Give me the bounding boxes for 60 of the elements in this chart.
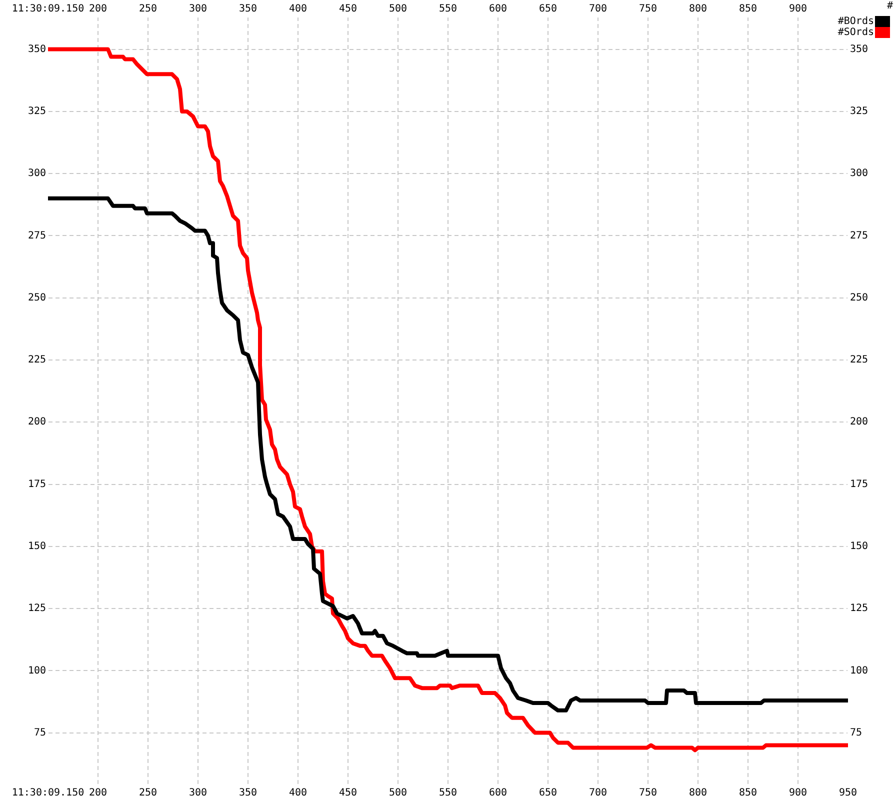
y2-tick-label: 125 <box>850 603 868 614</box>
x2-tick-label: 350 <box>238 4 258 15</box>
y2-tick-label: 275 <box>850 230 868 242</box>
x-tick-label: 200 <box>88 788 108 799</box>
x-tick-label: 400 <box>288 788 308 799</box>
x2-tick-label: 500 <box>388 4 408 15</box>
x-tick-label: 800 <box>688 788 708 799</box>
y2-tick-label: 300 <box>850 168 868 180</box>
x2-tick-label: 11:30:09.150 <box>12 4 84 15</box>
y2-tick-label: 75 <box>850 727 862 738</box>
x2-tick-label: 550 <box>438 4 458 15</box>
x-tick-label: 650 <box>538 788 558 799</box>
y-tick-label: 350 <box>28 44 46 55</box>
x2-tick-label: 700 <box>588 4 608 15</box>
y-tick-label: 100 <box>28 665 46 676</box>
x2-tick-label: 400 <box>288 4 308 15</box>
y-tick-label: 325 <box>28 106 46 118</box>
y2-tick-label: 250 <box>850 292 868 304</box>
y2-tick-label: 100 <box>850 665 868 676</box>
x-tick-label: 850 <box>738 788 758 799</box>
x-tick-label: 750 <box>638 788 658 799</box>
y-tick-label: 275 <box>28 230 46 242</box>
x-tick-label: 250 <box>138 788 158 799</box>
y2-tick-label: 150 <box>850 540 868 552</box>
x-tick-label: 550 <box>438 788 458 799</box>
x-tick-label: 600 <box>488 788 508 799</box>
x2-tick-label: 750 <box>638 4 658 15</box>
x2-tick-label: 300 <box>188 4 208 15</box>
x-tick-label: 350 <box>238 788 258 799</box>
y2-axis-title: # <box>886 0 893 12</box>
x2-tick-label: 450 <box>338 4 358 15</box>
x-tick-label: 950 <box>838 788 858 799</box>
y2-tick-label: 350 <box>850 44 868 55</box>
y2-tick-label: 325 <box>850 106 868 118</box>
y-tick-label: 175 <box>28 478 46 490</box>
y-tick-label: 250 <box>28 292 46 304</box>
y2-tick-label: 175 <box>850 478 868 490</box>
y-tick-label: 300 <box>28 168 46 180</box>
x2-tick-label: 650 <box>538 4 558 15</box>
x2-tick-label: 250 <box>138 4 158 15</box>
x-tick-label: 450 <box>338 788 358 799</box>
x-tick-label: 300 <box>188 788 208 799</box>
x-tick-label: 700 <box>588 788 608 799</box>
y-tick-label: 200 <box>28 416 46 428</box>
y-tick-label: 225 <box>28 354 46 366</box>
legend-label: #SOrds <box>838 27 874 38</box>
x2-tick-label: 600 <box>488 4 508 15</box>
x2-tick-label: 800 <box>688 4 708 15</box>
x2-tick-label: 200 <box>88 4 108 15</box>
x-tick-label: 11:30:09.150 <box>12 788 84 799</box>
y2-tick-label: 225 <box>850 354 868 366</box>
y2-tick-label: 200 <box>850 416 868 428</box>
y-tick-label: 125 <box>28 603 46 614</box>
y-tick-label: 75 <box>34 727 46 738</box>
x-tick-label: 500 <box>388 788 408 799</box>
x2-tick-label: 900 <box>788 4 808 15</box>
y-tick-label: 150 <box>28 540 46 552</box>
x-tick-label: 900 <box>788 788 808 799</box>
x2-tick-label: 850 <box>738 4 758 15</box>
legend-label: #BOrds <box>838 16 874 28</box>
